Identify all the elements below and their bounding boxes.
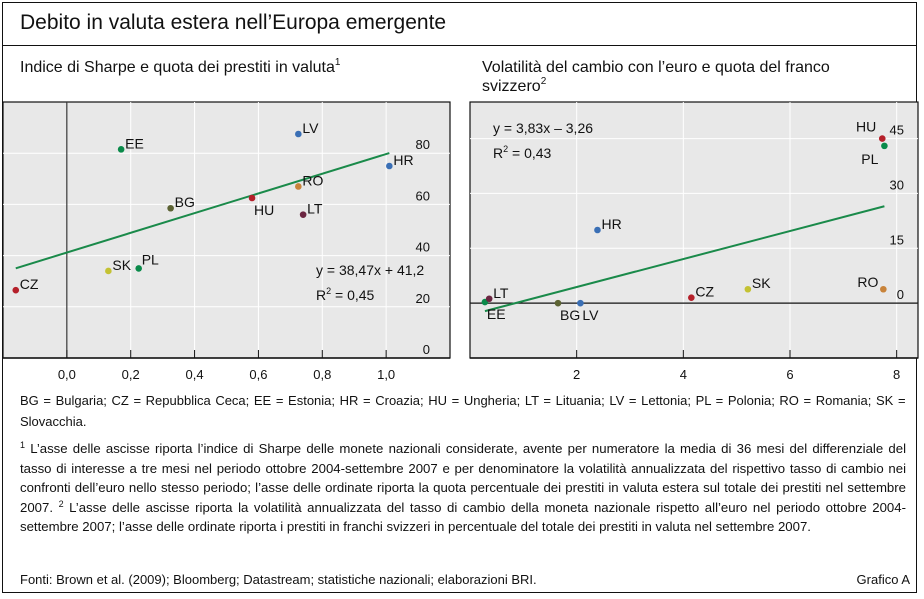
data-point-ro: [295, 183, 302, 190]
data-point-pl: [135, 265, 142, 272]
country-legend: BG = Bulgaria; CZ = Repubblica Ceca; EE …: [20, 393, 906, 429]
r-squared: R2 = 0,43: [493, 144, 552, 161]
data-point-cz: [688, 294, 695, 301]
data-point-lv: [295, 130, 302, 138]
left-panel-footnote-marker: 1: [334, 57, 341, 68]
r-squared-superscript: 2: [326, 286, 331, 296]
right-panel-title-line1: Volatilità del cambio con l’euro e quota…: [482, 59, 830, 76]
point-label-sk: SK: [112, 257, 131, 273]
data-point-hr: [594, 226, 601, 234]
footnote-1-text: L’asse delle ascisse riporta l’indice di…: [20, 441, 906, 515]
point-label-hu: HU: [254, 202, 274, 218]
point-label-bg: BG: [560, 307, 580, 323]
point-label-cz: CZ: [695, 284, 714, 300]
right-scatter-chart: 2 4 6 8 0 15 30 45 EE LT BG LV HR CZ SK RO HU PL y = 3,83x…: [469, 101, 919, 382]
chart-id-label: Grafico A: [856, 572, 910, 587]
point-label-lv: LV: [582, 307, 599, 323]
r-squared-superscript: 2: [503, 144, 508, 154]
data-point-cz: [12, 286, 20, 294]
y-tick-label: 60: [416, 188, 430, 203]
point-label-hr: HR: [393, 152, 413, 168]
point-label-lt: LT: [307, 201, 323, 217]
x-tick-label: 4: [680, 367, 687, 382]
data-point-ee: [117, 146, 125, 153]
footnotes: 1 L’asse delle ascisse riporta l’indice …: [20, 439, 906, 537]
regression-line: [15, 152, 390, 270]
data-point-hu: [878, 135, 886, 142]
data-point-sk: [744, 285, 752, 293]
data-point-ro: [880, 285, 887, 293]
point-label-ro: RO: [857, 274, 878, 290]
point-label-hr: HR: [601, 216, 621, 232]
data-point-lt: [299, 211, 307, 218]
regression-line: [484, 205, 885, 313]
y-tick-label: 80: [416, 137, 430, 152]
data-point-lt: [485, 295, 493, 303]
data-point-sk: [105, 267, 112, 275]
point-label-pl: PL: [142, 251, 159, 267]
left-panel-title: Indice di Sharpe e quota dei prestiti in…: [20, 58, 340, 77]
point-label-ee: EE: [125, 135, 144, 151]
r-squared: R2 = 0,45: [316, 286, 375, 303]
point-label-lv: LV: [302, 120, 319, 136]
point-label-pl: PL: [861, 151, 878, 167]
x-tick-label: 0,2: [122, 367, 140, 382]
data-point-bg: [167, 204, 174, 212]
r-squared-value: = 0,45: [331, 287, 374, 303]
data-point-pl: [881, 142, 888, 150]
x-tick-label: 8: [893, 367, 900, 382]
right-panel-title-line2: svizzero: [482, 78, 541, 95]
right-panel-title: Volatilità del cambio con l’euro e quota…: [482, 58, 830, 96]
right-panel-footnote-marker: 2: [540, 76, 547, 87]
y-tick-label: 30: [890, 177, 904, 192]
point-label-cz: CZ: [20, 276, 39, 292]
x-tick-label: 6: [786, 367, 793, 382]
footnote-2-text: L’asse delle ascisse riporta la volatili…: [20, 499, 906, 535]
data-point-bg: [554, 299, 562, 307]
r-squared-prefix: R: [493, 145, 503, 161]
r-squared-value: = 0,43: [508, 145, 551, 161]
point-label-ee: EE: [487, 306, 506, 322]
page-title: Debito in valuta estera nell’Europa emer…: [20, 11, 447, 34]
point-label-sk: SK: [752, 275, 771, 291]
regression-equation: y = 3,83x – 3,26: [493, 120, 593, 136]
y-tick-label: 0: [423, 342, 430, 357]
x-tick-label: 0,0: [58, 367, 76, 382]
x-tick-label: 1,0: [377, 367, 395, 382]
footnote-1-marker: 1: [20, 440, 26, 450]
y-tick-label: 40: [416, 240, 430, 255]
y-tick-label: 0: [897, 287, 904, 302]
regression-equation: y = 38,47x + 41,2: [316, 262, 424, 278]
plot-area: [2, 101, 451, 359]
plot-area: [469, 101, 919, 359]
data-point-hr: [386, 162, 393, 170]
y-tick-label: 20: [416, 291, 430, 306]
r-squared-prefix: R: [316, 287, 326, 303]
data-point-lv: [577, 299, 584, 307]
x-tick-label: 0,4: [186, 367, 204, 382]
sources-line: Fonti: Brown et al. (2009); Bloomberg; D…: [20, 572, 537, 587]
footnote-2-marker: 2: [58, 498, 64, 509]
left-scatter-chart: 0,0 0,2 0,4 0,6 0,8 1,0 0 20 40 60 80 CZ SK PL EE BG HU L…: [2, 101, 451, 382]
data-point-hu: [248, 194, 256, 202]
point-label-ro: RO: [302, 172, 323, 188]
point-label-hu: HU: [856, 119, 876, 135]
title-divider: [2, 45, 917, 46]
x-tick-label: 2: [573, 367, 580, 382]
x-tick-label: 0,8: [313, 367, 331, 382]
y-tick-label: 15: [890, 232, 904, 247]
y-tick-label: 45: [890, 123, 904, 138]
x-tick-label: 0,6: [249, 367, 267, 382]
point-label-lt: LT: [493, 285, 509, 301]
left-panel-title-text: Indice di Sharpe e quota dei prestiti in…: [20, 59, 335, 76]
point-label-bg: BG: [175, 194, 195, 210]
